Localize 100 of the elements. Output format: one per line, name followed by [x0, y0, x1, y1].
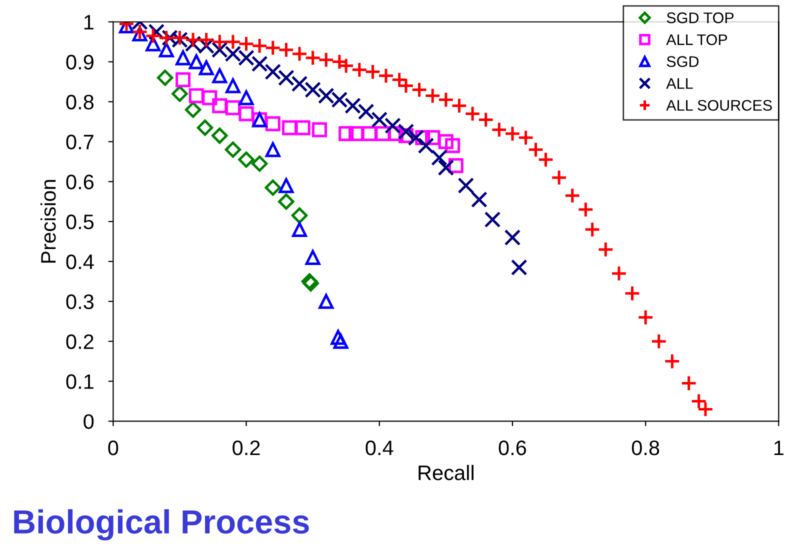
point	[251, 38, 268, 54]
x-axis-title: Recall	[418, 464, 474, 480]
point	[291, 46, 308, 62]
legend-label: ALL SOURCES	[666, 100, 772, 111]
point	[375, 126, 390, 142]
x-tick-label: 0.8	[632, 440, 660, 456]
point	[362, 126, 377, 142]
x-tick-label: 0.4	[366, 440, 394, 456]
point	[610, 265, 628, 282]
point	[584, 221, 601, 238]
point	[338, 126, 354, 142]
point	[344, 98, 361, 114]
point	[351, 62, 368, 78]
point	[176, 72, 191, 88]
point	[318, 294, 334, 309]
point	[438, 134, 454, 150]
point	[172, 86, 188, 102]
point	[518, 129, 534, 146]
point	[478, 112, 494, 128]
point	[680, 375, 698, 392]
point	[504, 125, 521, 142]
point	[371, 112, 388, 128]
point	[528, 141, 544, 158]
y-tick-label: 0.7	[66, 134, 94, 150]
point	[202, 90, 218, 106]
point	[445, 138, 460, 154]
point	[318, 52, 334, 68]
point	[224, 34, 242, 50]
point	[690, 393, 708, 410]
point	[212, 98, 228, 114]
point	[471, 191, 488, 208]
point	[304, 82, 322, 98]
point	[333, 334, 348, 349]
point	[184, 32, 202, 48]
y-tick-label: 0.2	[66, 334, 94, 350]
legend-label: ALL TOP	[666, 34, 728, 46]
point	[364, 64, 381, 80]
point	[238, 90, 254, 106]
y-tick-label: 0.5	[66, 214, 94, 230]
point	[378, 68, 394, 84]
y-tick-label: 0.1	[66, 374, 94, 390]
point	[597, 241, 614, 258]
point	[438, 92, 454, 108]
point	[664, 353, 680, 370]
point	[697, 401, 714, 418]
point	[225, 78, 240, 94]
point	[292, 222, 308, 238]
point	[464, 106, 481, 122]
point	[425, 130, 440, 146]
point	[510, 259, 528, 276]
point	[484, 211, 501, 228]
x-tick-label: 0.6	[498, 440, 526, 456]
point	[198, 32, 215, 48]
point	[451, 98, 468, 114]
point	[304, 50, 322, 66]
point	[384, 118, 401, 134]
point	[278, 178, 294, 194]
point	[238, 36, 254, 52]
y-axis-title: Precision	[40, 180, 56, 263]
point	[624, 285, 640, 302]
point	[564, 187, 581, 204]
x-tick-label: 0	[108, 440, 118, 456]
point	[225, 100, 240, 116]
point	[251, 56, 268, 72]
point	[398, 123, 414, 140]
point	[184, 102, 202, 118]
point	[282, 120, 298, 136]
point	[577, 201, 594, 218]
x-tick-label: 1	[774, 440, 784, 456]
point	[408, 129, 424, 146]
y-tick-label: 0.3	[66, 294, 94, 310]
point	[264, 64, 282, 80]
point	[278, 193, 294, 210]
point	[424, 88, 441, 104]
point	[431, 149, 448, 166]
point	[265, 116, 280, 132]
point	[188, 54, 204, 70]
y-tick-label: 0.9	[66, 54, 94, 70]
y-tick-label: 1	[84, 15, 94, 30]
y-tick-label: 0.8	[66, 94, 94, 110]
point	[358, 104, 374, 120]
point	[637, 309, 654, 326]
point	[312, 122, 327, 138]
point	[330, 330, 346, 345]
point	[158, 42, 174, 58]
legend-label: ALL	[666, 78, 693, 89]
text: Biological Process	[14, 509, 309, 540]
point	[188, 88, 204, 104]
point	[418, 137, 434, 154]
point	[265, 142, 280, 158]
y-tick-label: 0.4	[66, 254, 94, 270]
point	[291, 76, 308, 92]
point	[305, 250, 320, 265]
point	[411, 82, 428, 98]
point	[251, 156, 268, 172]
legend-label: SGD	[666, 56, 699, 67]
point	[158, 30, 175, 46]
point	[144, 28, 162, 44]
point	[438, 159, 454, 176]
point	[278, 70, 294, 86]
